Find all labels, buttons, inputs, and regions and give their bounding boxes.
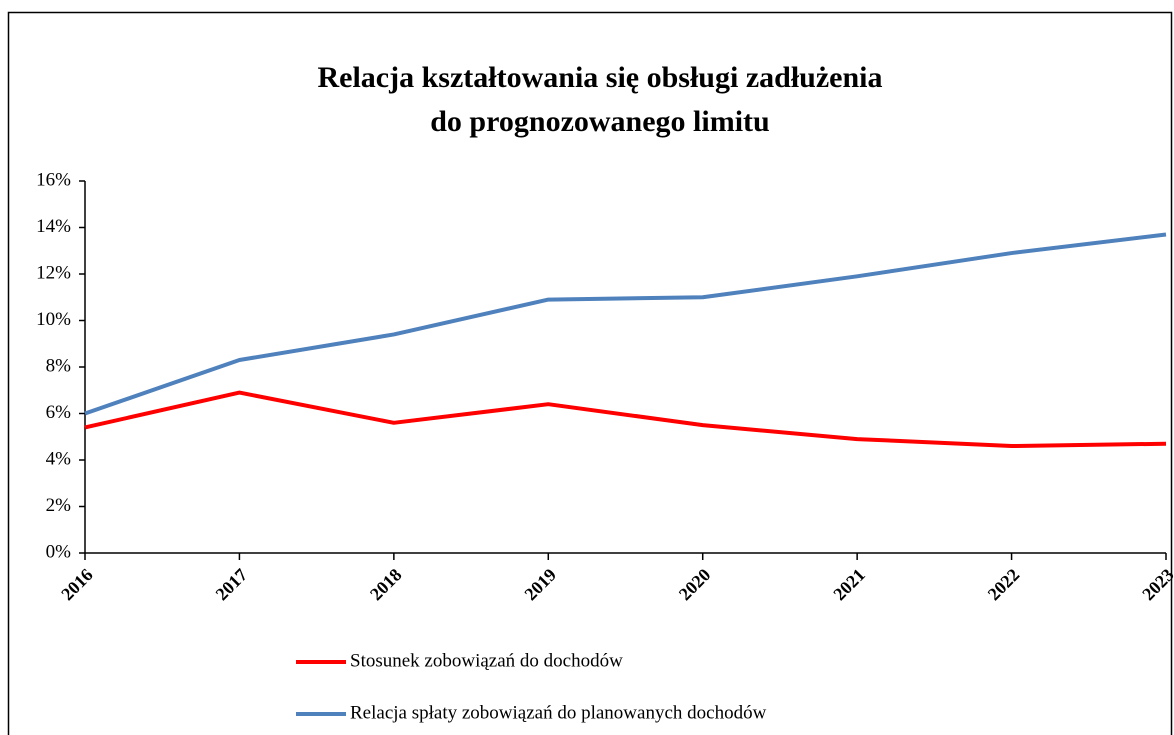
chart-title: Relacja kształtowania się obsługi zadłuż… <box>317 61 882 94</box>
y-tick-label: 14% <box>36 216 71 237</box>
y-tick-label: 4% <box>46 448 72 469</box>
y-tick-label: 6% <box>46 402 72 423</box>
y-tick-label: 0% <box>46 541 72 562</box>
series-line <box>84 390 1167 449</box>
chart-title: do prognozowanego limitu <box>430 105 769 138</box>
y-tick-label: 8% <box>46 355 72 376</box>
y-tick-label: 2% <box>46 495 72 516</box>
legend-label: Relacja spłaty zobowiązań do planowanych… <box>350 702 767 723</box>
y-tick-label: 16% <box>36 169 71 190</box>
y-tick-label: 10% <box>36 309 71 330</box>
y-tick-label: 12% <box>36 262 71 283</box>
legend-label: Stosunek zobowiązań do dochodów <box>350 650 623 671</box>
series-line <box>84 232 1167 416</box>
